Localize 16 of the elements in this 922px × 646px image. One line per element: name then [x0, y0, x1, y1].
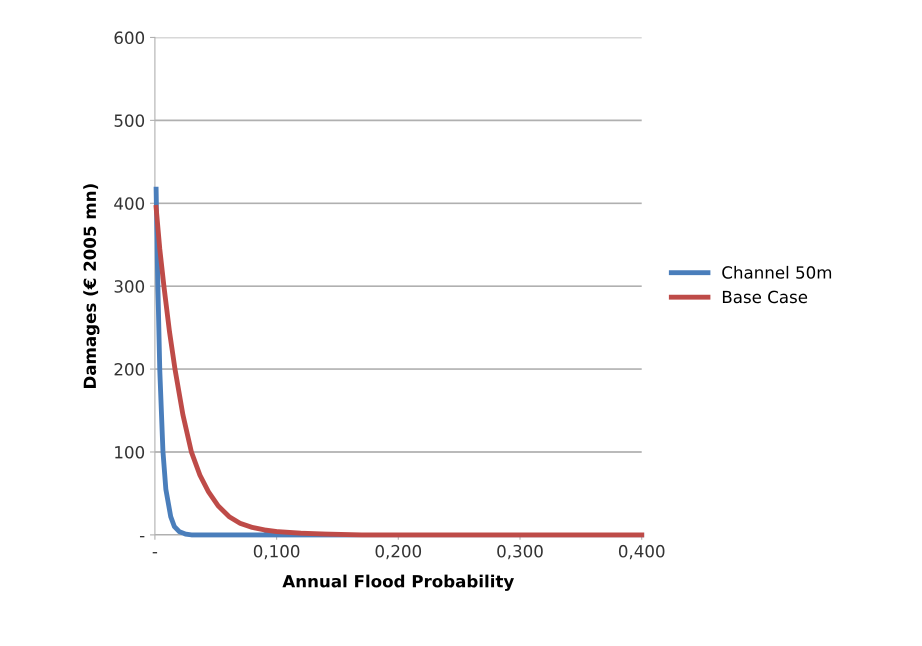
legend-label: Channel 50m	[722, 266, 832, 279]
x-axis-title: Annual Flood Probability	[282, 574, 514, 591]
y-tick-label: 200	[114, 363, 144, 376]
x-tick-label: 0,200	[376, 544, 422, 560]
x-tick-label: 0,400	[618, 544, 664, 560]
x-tick-label: 0,300	[497, 544, 543, 560]
x-tick-label: 0,100	[254, 544, 300, 560]
y-tick-label: 600	[114, 31, 144, 44]
y-tick-label: 300	[114, 280, 144, 293]
x-tick-label: -	[152, 552, 158, 554]
y-tick-label: 100	[115, 446, 144, 459]
y-axis-title: Damages (€ 2005 mn)	[83, 184, 100, 388]
legend-label: Base Case	[722, 290, 808, 304]
y-tick-label: -	[140, 536, 144, 538]
y-tick-label: 400	[114, 197, 144, 210]
y-tick-label: 500	[114, 114, 144, 127]
